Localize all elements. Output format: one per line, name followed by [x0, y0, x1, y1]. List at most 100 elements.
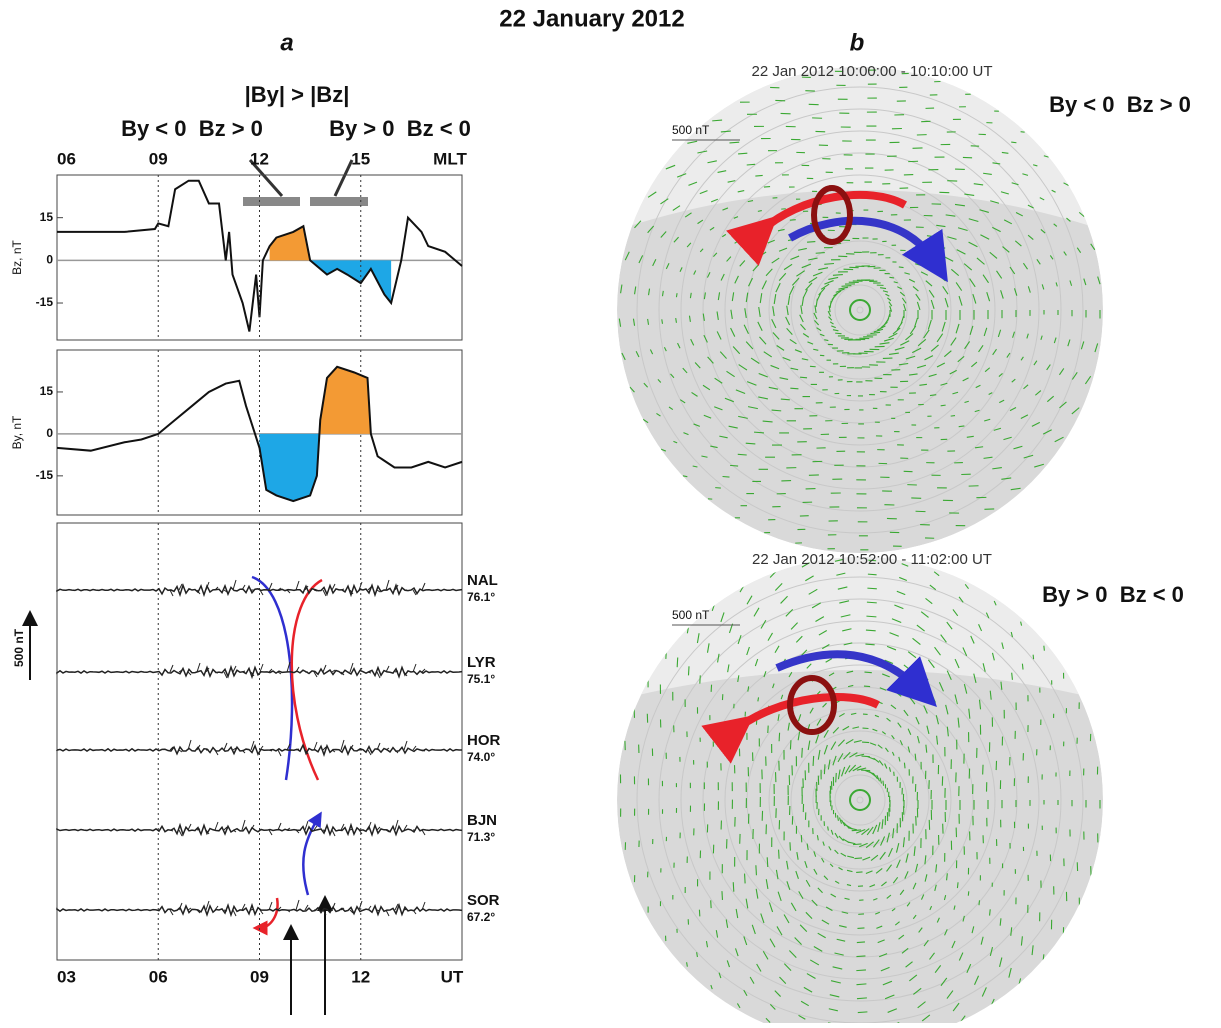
- map-condition: By > 0 Bz < 0: [1042, 582, 1184, 607]
- vector: [1012, 673, 1013, 680]
- shaded-area: [310, 260, 391, 303]
- vector: [1022, 664, 1023, 670]
- vector: [979, 900, 980, 905]
- vector: [790, 388, 798, 389]
- station-lat: 75.1°: [467, 672, 495, 686]
- trace-vector: [386, 910, 389, 916]
- trace-vector: [233, 910, 236, 916]
- map-scale-label: 500 nT: [672, 608, 710, 622]
- trace-vector: [368, 672, 371, 673]
- y-axis-label: By, nT: [10, 415, 24, 449]
- trace-vector: [224, 743, 227, 750]
- map-time: 22 Jan 2012 10:52:00 - 11:02:00 UT: [752, 551, 992, 568]
- x-tick-label: 09: [149, 149, 168, 168]
- station-code: BJN: [467, 812, 497, 829]
- trace-vector: [269, 583, 272, 590]
- vector: [857, 942, 865, 943]
- vector: [856, 984, 866, 985]
- trace-vector: [422, 583, 425, 590]
- trace-vector: [422, 830, 425, 835]
- vector: [866, 616, 876, 617]
- vector: [959, 426, 965, 427]
- vector: [813, 756, 814, 766]
- vector: [828, 826, 829, 830]
- station-code: LYR: [467, 654, 496, 671]
- vector: [866, 630, 876, 631]
- vector: [865, 644, 874, 645]
- vector: [951, 416, 955, 417]
- vector: [857, 928, 864, 929]
- interval-bar: [243, 197, 300, 206]
- trace-vector: [332, 830, 335, 836]
- vector: [738, 454, 747, 455]
- vector: [856, 970, 866, 971]
- x-tick-label: 09: [250, 967, 269, 986]
- x-tick-label: 12: [351, 967, 370, 986]
- vector: [889, 277, 894, 278]
- x-tick-label: 06: [149, 967, 168, 986]
- trace-vector: [296, 581, 299, 590]
- figure-title: 22 January 2012: [499, 5, 684, 32]
- trace-vector: [323, 665, 326, 672]
- vector: [755, 175, 762, 176]
- vector: [835, 333, 841, 334]
- trace-vector: [278, 823, 281, 830]
- vector: [666, 649, 667, 659]
- trace-vector: [188, 824, 191, 830]
- vector: [899, 267, 904, 268]
- vector: [662, 319, 663, 323]
- trace-vector: [179, 750, 182, 752]
- vector: [1021, 132, 1025, 133]
- trace-vector: [404, 741, 407, 750]
- trace-vector: [269, 902, 272, 910]
- vector: [1011, 142, 1016, 143]
- scale-label: 500 nT: [12, 628, 26, 667]
- vector: [676, 293, 677, 297]
- vector: [802, 748, 803, 758]
- vector: [867, 588, 876, 589]
- vector: [747, 164, 755, 165]
- trace-vector: [215, 822, 218, 830]
- vector: [676, 318, 677, 323]
- y-tick-label: -15: [36, 295, 54, 309]
- station-code: HOR: [467, 732, 501, 749]
- vector: [857, 998, 867, 999]
- vector: [862, 742, 869, 743]
- y-tick-label: 15: [40, 384, 54, 398]
- vector: [1044, 646, 1045, 651]
- x-tick-label: UT: [441, 967, 464, 986]
- x-tick-label: MLT: [433, 149, 467, 168]
- vector: [824, 764, 825, 774]
- station-lat: 71.3°: [467, 830, 495, 844]
- trace-vector: [260, 664, 263, 672]
- station-lat: 76.1°: [467, 590, 495, 604]
- station-code: SOR: [467, 892, 500, 909]
- vector: [756, 865, 757, 875]
- vector: [853, 844, 862, 845]
- vector: [854, 858, 862, 859]
- annotation: By > 0 Bz < 0: [329, 116, 471, 141]
- x-tick-label: 15: [351, 149, 370, 168]
- vector: [867, 602, 877, 603]
- x-tick-label: 12: [250, 149, 269, 168]
- vector: [723, 476, 730, 477]
- vector: [836, 773, 837, 782]
- vector: [868, 574, 877, 575]
- panel-label: b: [850, 29, 865, 56]
- pointer: [335, 160, 352, 196]
- station-lat: 67.2°: [467, 910, 495, 924]
- trace-vector: [332, 584, 335, 590]
- panel-label: a: [280, 29, 293, 56]
- vector: [758, 697, 759, 701]
- vector: [779, 850, 780, 859]
- vector: [790, 740, 791, 749]
- station-code: NAL: [467, 572, 498, 589]
- trace-vector: [278, 750, 281, 756]
- y-tick-label: 15: [40, 210, 54, 224]
- map-scale-label: 500 nT: [672, 123, 710, 137]
- trace-vector: [233, 580, 236, 590]
- station-lat: 74.0°: [467, 750, 495, 764]
- map-condition: By < 0 Bz > 0: [1049, 92, 1191, 117]
- vector: [824, 264, 834, 265]
- vector: [688, 666, 689, 675]
